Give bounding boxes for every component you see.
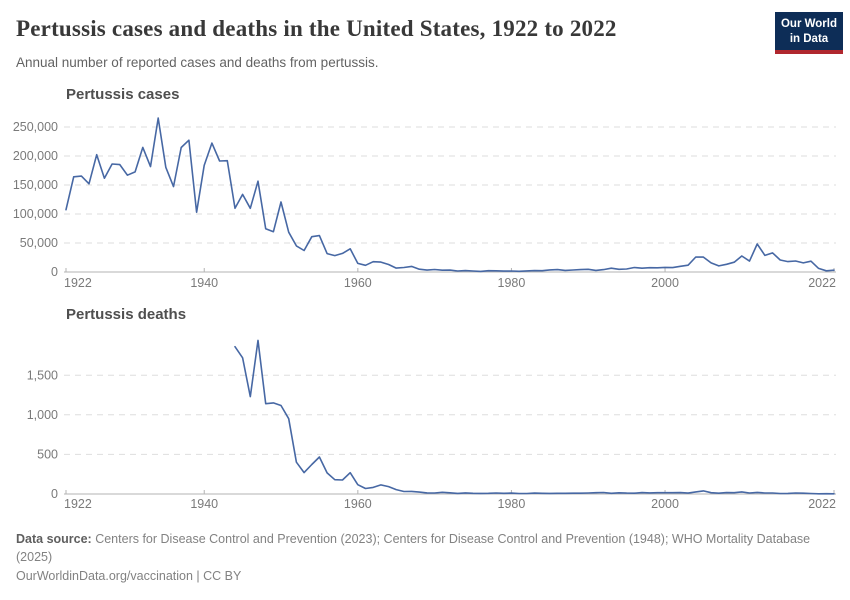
deaths-chart-title: Pertussis deaths [66, 306, 187, 323]
page-title: Pertussis cases and deaths in the United… [16, 16, 617, 41]
cases-chart-title: Pertussis cases [66, 86, 180, 103]
y-tick-label: 0 [51, 265, 58, 279]
y-tick-label: 50,000 [20, 236, 58, 250]
x-tick-label: 1922 [64, 497, 92, 511]
y-tick-label: 1,000 [27, 408, 58, 422]
y-tick-label: 150,000 [13, 178, 58, 192]
deaths-chart: 0 500 1,000 1,500 1922 1940 1960 1980 2000 2022 [27, 339, 836, 511]
x-tick-label: 2000 [651, 276, 679, 290]
cases-chart: 0 50,000 100,000 150,000 200,000 250,000 1922 1… [13, 117, 836, 290]
y-tick-label: 500 [37, 448, 58, 462]
y-tick-label: 250,000 [13, 120, 58, 134]
page-subtitle: Annual number of reported cases and deat… [16, 55, 379, 70]
x-tick-label: 1922 [64, 276, 92, 290]
owid-logo-accent-bar [775, 50, 843, 54]
y-tick-label: 200,000 [13, 149, 58, 163]
owid-logo-line2: in Data [789, 32, 829, 45]
y-tick-label: 100,000 [13, 207, 58, 221]
data-source-label: Data source: [16, 532, 92, 546]
x-tick-label: 1980 [498, 276, 526, 290]
owid-logo[interactable]: Our World in Data [775, 12, 843, 54]
x-tick-label: 2000 [651, 497, 679, 511]
owid-logo-text: Our World in Data [775, 12, 843, 50]
series-line [65, 117, 835, 273]
x-tick-label: 1980 [498, 497, 526, 511]
license-note: OurWorldinData.org/vaccination | CC BY [16, 569, 242, 583]
x-tick-label: 1960 [344, 497, 372, 511]
y-tick-label: 0 [51, 487, 58, 501]
x-tick-label: 1940 [190, 497, 218, 511]
data-source-text: Centers for Disease Control and Preventi… [16, 532, 811, 564]
y-tick-label: 1,500 [27, 368, 58, 382]
x-tick-label: 2022 [808, 276, 836, 290]
series-line [234, 339, 835, 495]
x-tick-label: 1940 [190, 276, 218, 290]
data-source-note: Data source: Centers for Disease Control… [16, 531, 836, 567]
x-tick-label: 2022 [808, 497, 836, 511]
x-tick-label: 1960 [344, 276, 372, 290]
owid-logo-line1: Our World [780, 18, 837, 30]
